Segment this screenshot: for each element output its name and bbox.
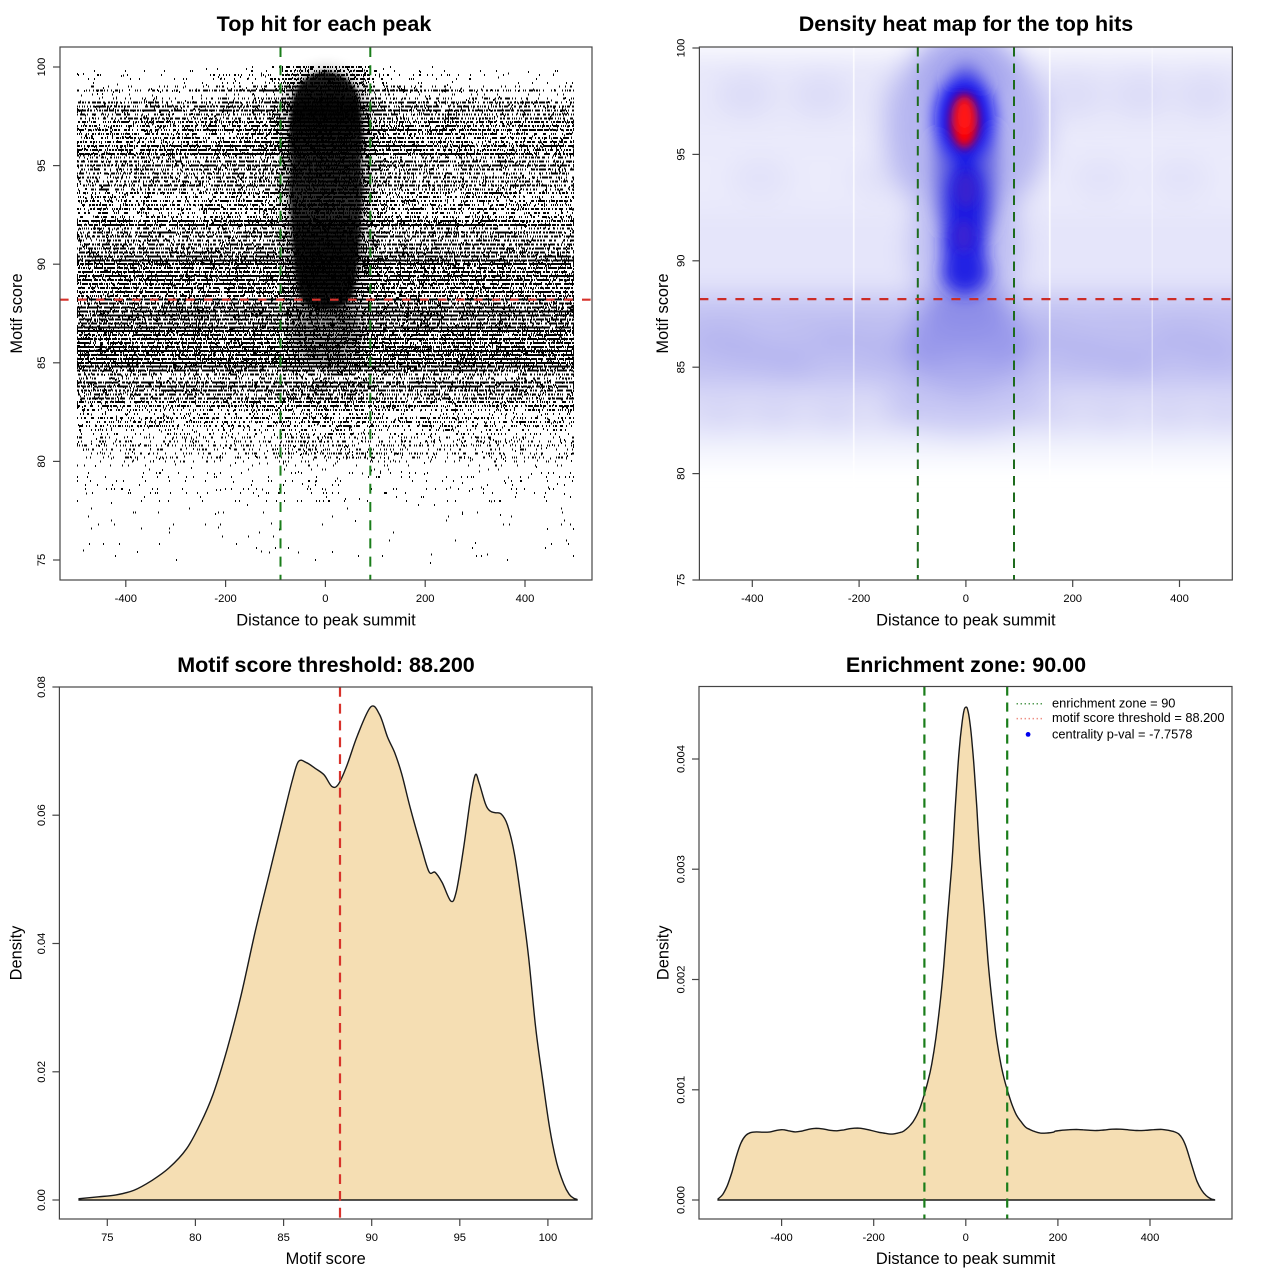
svg-text:-400: -400 [770, 1232, 792, 1244]
svg-text:400: 400 [1170, 593, 1189, 605]
svg-text:Top hit for each peak: Top hit for each peak [217, 12, 432, 36]
svg-text:400: 400 [1141, 1232, 1160, 1244]
svg-text:Distance to peak summit: Distance to peak summit [876, 1250, 1056, 1268]
svg-text:0: 0 [963, 593, 969, 605]
svg-text:85: 85 [277, 1232, 289, 1244]
svg-text:90: 90 [676, 255, 688, 267]
svg-text:-200: -200 [848, 593, 870, 605]
svg-text:motif score threshold = 88.200: motif score threshold = 88.200 [1052, 710, 1225, 725]
svg-text:200: 200 [1063, 593, 1082, 605]
svg-text:100: 100 [539, 1232, 558, 1244]
svg-text:Enrichment zone: 90.00: Enrichment zone: 90.00 [846, 653, 1086, 677]
svg-text:75: 75 [101, 1232, 113, 1244]
svg-text:Motif score threshold: 88.200: Motif score threshold: 88.200 [177, 653, 475, 677]
svg-text:95: 95 [454, 1232, 466, 1244]
svg-text:Motif score: Motif score [286, 1250, 366, 1268]
svg-text:90: 90 [365, 1232, 377, 1244]
svg-text:0.002: 0.002 [676, 966, 688, 994]
svg-text:0.04: 0.04 [36, 933, 48, 955]
svg-text:80: 80 [676, 467, 688, 479]
svg-text:80: 80 [189, 1232, 201, 1244]
svg-text:0.00: 0.00 [36, 1189, 48, 1211]
svg-text:0: 0 [963, 1232, 969, 1244]
svg-text:90: 90 [36, 258, 48, 270]
svg-text:centrality p-val = -7.7578: centrality p-val = -7.7578 [1052, 727, 1193, 742]
svg-text:85: 85 [676, 361, 688, 373]
svg-text:-400: -400 [115, 593, 137, 605]
svg-text:Distance to peak summit: Distance to peak summit [236, 611, 416, 629]
svg-text:Motif score: Motif score [8, 273, 26, 353]
svg-text:0.02: 0.02 [36, 1061, 48, 1083]
svg-text:0.000: 0.000 [676, 1186, 688, 1214]
svg-text:75: 75 [676, 574, 688, 586]
svg-text:85: 85 [36, 357, 48, 369]
svg-text:Density: Density [8, 925, 26, 980]
svg-text:200: 200 [1049, 1232, 1068, 1244]
svg-text:-400: -400 [741, 593, 763, 605]
svg-text:95: 95 [36, 159, 48, 171]
svg-text:0.08: 0.08 [36, 676, 48, 698]
svg-text:Density heat map for the top h: Density heat map for the top hits [799, 12, 1134, 36]
svg-text:100: 100 [676, 39, 688, 58]
svg-text:400: 400 [516, 593, 535, 605]
svg-text:100: 100 [36, 58, 48, 77]
svg-text:80: 80 [36, 455, 48, 467]
svg-text:Density: Density [655, 925, 673, 980]
svg-text:0.004: 0.004 [676, 745, 688, 773]
svg-text:0.001: 0.001 [676, 1076, 688, 1104]
svg-text:Distance to peak summit: Distance to peak summit [876, 611, 1056, 629]
svg-text:Motif score: Motif score [654, 273, 672, 353]
svg-text:0.003: 0.003 [676, 855, 688, 883]
svg-text:enrichment zone = 90: enrichment zone = 90 [1052, 695, 1175, 710]
svg-text:75: 75 [36, 554, 48, 566]
svg-text:200: 200 [416, 593, 435, 605]
svg-text:-200: -200 [214, 593, 236, 605]
svg-text:0: 0 [322, 593, 328, 605]
svg-text:0.06: 0.06 [36, 804, 48, 826]
svg-text:-200: -200 [862, 1232, 884, 1244]
svg-text:95: 95 [676, 148, 688, 160]
